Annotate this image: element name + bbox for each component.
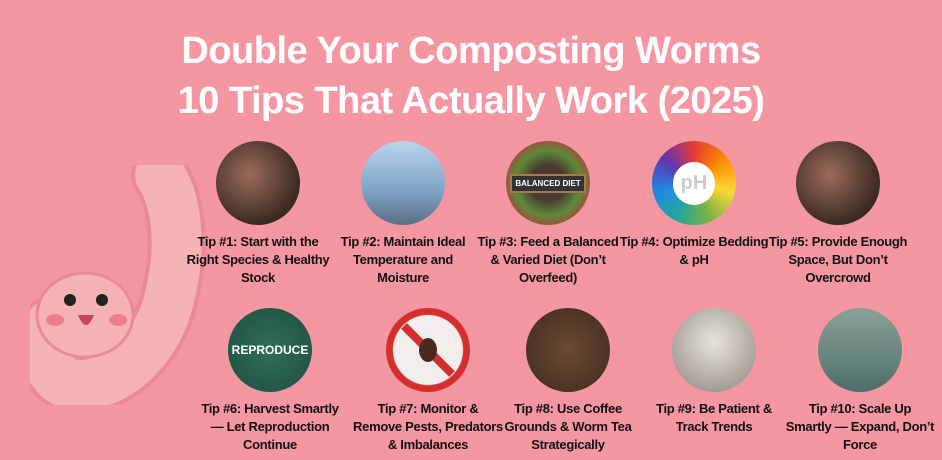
tip-5: Tip #5: Provide Enough Space, But Don’t … [763, 141, 913, 287]
tip-10: Tip #10: Scale Up Smartly — Expand, Don’… [785, 308, 935, 454]
cocoons-image [672, 308, 756, 392]
tip-label: Tip #3: Feed a Balanced & Varied Diet (D… [477, 234, 619, 285]
tip-label: Tip #6: Harvest Smartly — Let Reproducti… [201, 401, 339, 452]
worms-in-soil-image [216, 141, 300, 225]
no-pests-sign-image [386, 308, 470, 392]
tip-label: Tip #2: Maintain Ideal Temperature and M… [340, 234, 466, 285]
tip-7: Tip #7: Monitor & Remove Pests, Predator… [353, 308, 503, 454]
title-line-2: 10 Tips That Actually Work (2025) [177, 80, 765, 122]
tip-label: Tip #10: Scale Up Smartly — Expand, Don’… [785, 401, 935, 452]
tip-6: REPRODUCE Tip #6: Harvest Smartly — Let R… [195, 308, 345, 454]
tip-label: Tip #8: Use Coffee Grounds & Worm Tea St… [504, 401, 632, 452]
image-text: BALANCED DIET [510, 173, 586, 193]
balanced-diet-food-image: BALANCED DIET [506, 141, 590, 225]
tip-8: Tip #8: Use Coffee Grounds & Worm Tea St… [493, 308, 643, 454]
worms-in-soil-image [796, 141, 880, 225]
coffee-grounds-image [526, 308, 610, 392]
tip-2: Tip #2: Maintain Ideal Temperature and M… [328, 141, 478, 287]
tip-label: Tip #1: Start with the Right Species & H… [186, 234, 330, 285]
thermometer-city-image [361, 141, 445, 225]
tip-label: Tip #9: Be Patient & Track Trends [656, 401, 772, 434]
tip-label: Tip #4: Optimize Bedding & pH [619, 234, 769, 267]
tip-1: Tip #1: Start with the Right Species & H… [183, 141, 333, 287]
cartoon-worm-illustration [30, 165, 206, 405]
title-line-1: Double Your Composting Worms [181, 30, 761, 72]
tip-3: BALANCED DIET Tip #3: Feed a Balanced & V… [473, 141, 623, 287]
image-text: REPRODUCE [231, 343, 309, 357]
chalkboard-image: REPRODUCE [228, 308, 312, 392]
tip-9: Tip #9: Be Patient & Track Trends [639, 308, 789, 436]
ph-scale-image: pH [652, 141, 736, 225]
tip-label: Tip #5: Provide Enough Space, But Don’t … [768, 234, 908, 285]
image-text: pH [672, 161, 716, 205]
tip-label: Tip #7: Monitor & Remove Pests, Predator… [353, 401, 503, 452]
worm-bins-image [818, 308, 902, 392]
tip-4: pH Tip #4: Optimize Bedding & pH [619, 141, 769, 269]
